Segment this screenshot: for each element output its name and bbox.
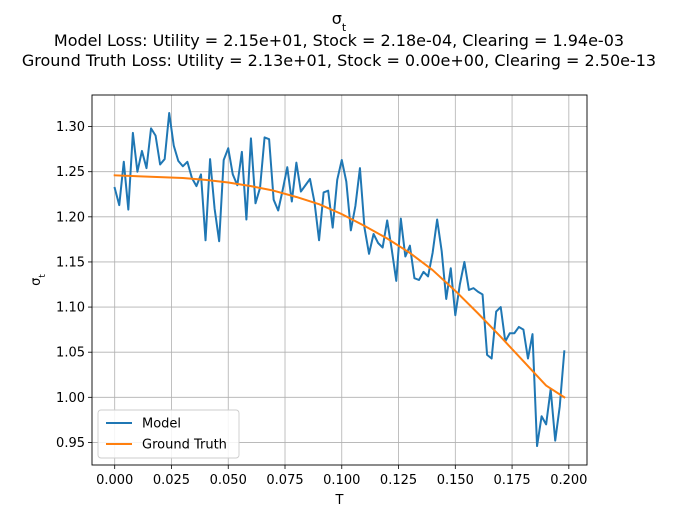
x-tick-label: 0.050 [210,473,247,488]
y-tick-label: 1.30 [56,120,85,135]
y-tick-label: 1.20 [56,210,85,225]
x-tick-label: 0.125 [380,473,417,488]
x-tick-label: 0.100 [323,473,360,488]
x-axis-label: T [335,493,344,508]
x-tick-label: 0.200 [550,473,587,488]
y-tick-label: 1.00 [56,391,85,406]
legend-model-label: Model [142,417,181,432]
y-tick-label: 1.05 [56,346,85,361]
chart-subtitle-line-1: Model Loss: Utility = 2.15e+01, Stock = … [54,31,624,50]
y-tick-label: 1.10 [56,301,85,316]
y-tick-label: 0.95 [56,436,85,451]
legend: Model Ground Truth [97,409,240,459]
x-tick-label: 0.075 [266,473,303,488]
grid [92,95,587,465]
y-tick-label: 1.15 [56,255,85,270]
series-layer [113,112,566,448]
x-tick-label: 0.000 [96,473,133,488]
legend-ground-truth-label: Ground Truth [142,438,227,453]
chart-subtitle-line-2: Ground Truth Loss: Utility = 2.13e+01, S… [22,51,656,70]
axes-frame [91,94,588,466]
series-ground-truth-line [113,174,566,399]
x-tick-label: 0.025 [153,473,190,488]
x-tick-label: 0.175 [493,473,530,488]
x-tick-label: 0.150 [437,473,474,488]
legend-box [97,409,240,459]
y-tick-label: 1.25 [56,165,85,180]
ticks: 0.000 0.025 0.050 0.075 0.100 0.125 0.150 0.175… [56,120,587,488]
series-model-line [113,112,566,448]
